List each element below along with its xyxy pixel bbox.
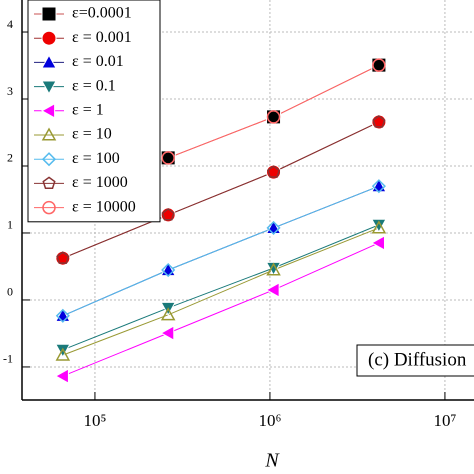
legend-label: ε = 10 — [72, 126, 112, 143]
marker — [42, 200, 56, 215]
marker — [266, 220, 281, 235]
marker — [161, 262, 176, 278]
marker — [372, 58, 386, 72]
marker — [266, 110, 281, 124]
marker — [41, 80, 57, 95]
marker — [41, 152, 57, 167]
legend-label: ε = 1000 — [72, 174, 128, 191]
x-tick-label: 10⁵ — [83, 411, 106, 430]
series-line — [62, 227, 380, 356]
marker — [266, 165, 281, 178]
marker — [265, 282, 280, 298]
marker — [54, 368, 69, 384]
legend-label: ε = 10000 — [72, 198, 136, 215]
legend-label: ε = 0.1 — [72, 77, 116, 94]
series-line — [62, 242, 380, 377]
marker — [371, 57, 387, 73]
marker — [160, 325, 175, 341]
y-tick-label: 0 — [7, 285, 13, 299]
marker — [161, 207, 175, 221]
annotation: (c) Diffusion — [368, 349, 467, 370]
marker — [371, 179, 386, 194]
legend-label: ε = 1 — [72, 101, 104, 118]
lines — [62, 64, 380, 377]
marker — [55, 347, 71, 361]
marker — [41, 127, 57, 141]
marker — [161, 151, 175, 165]
marker — [372, 115, 386, 128]
marker — [160, 150, 176, 166]
annotation-box — [356, 344, 474, 377]
marker — [370, 235, 385, 251]
y-tick-label: 4 — [7, 17, 13, 31]
legend-label: ε = 100 — [72, 150, 120, 167]
y-tick-label: 2 — [7, 151, 13, 165]
marker — [56, 251, 70, 264]
marker — [42, 176, 56, 190]
y-tick-label: 1 — [7, 218, 13, 232]
axes: 10⁵ 10⁶ 10⁷ -1 0 1 2 3 4 — [3, 0, 474, 430]
markers — [54, 57, 387, 384]
x-axis-label: N — [264, 450, 280, 472]
marker — [41, 6, 57, 22]
legend-label: ε=0.0001 — [72, 5, 132, 22]
marker — [41, 54, 57, 69]
marker — [371, 218, 387, 233]
marker — [40, 102, 56, 119]
y-tick-label: 3 — [7, 84, 13, 98]
marker — [160, 307, 176, 321]
legend-label: ε = 0.01 — [72, 53, 124, 70]
x-tick-label: 10⁷ — [433, 411, 456, 430]
marker — [55, 308, 70, 323]
marker — [41, 30, 57, 46]
y-tick-label: -1 — [3, 352, 13, 366]
legend: ε=0.0001 ε = 0.001 ε = 0.01 ε = 0.1 ε = 1 ε =… — [27, 0, 161, 223]
series-line — [62, 185, 380, 317]
marker — [265, 261, 282, 277]
marker — [266, 262, 281, 276]
marker — [266, 109, 282, 125]
x-tick-label: 10⁶ — [258, 411, 281, 430]
legend-label: ε = 0.001 — [72, 29, 132, 46]
series-line — [62, 121, 380, 259]
series-line — [62, 224, 380, 351]
marker — [371, 220, 387, 234]
